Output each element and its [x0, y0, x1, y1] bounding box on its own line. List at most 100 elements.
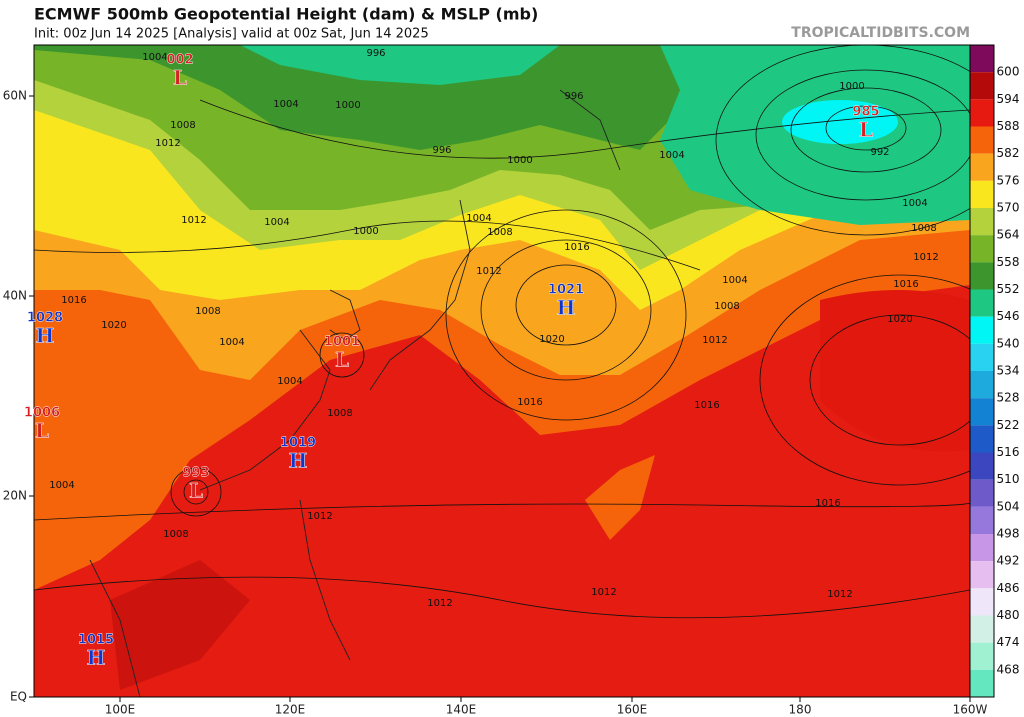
lon-label: 120E [275, 703, 306, 717]
map [33, 44, 971, 698]
colorbar-label: 564 [997, 228, 1020, 242]
isobar-label: 1004 [902, 198, 927, 209]
lat-label: 20N [3, 489, 27, 503]
subtitle: Init: 00z Jun 14 2025 [Analysis] valid a… [34, 27, 429, 42]
center-letter: L [189, 479, 203, 503]
center-letter: H [557, 296, 576, 320]
isobar-label: 1008 [911, 223, 936, 234]
lon-label: 100E [105, 703, 136, 717]
isobar-label: 1020 [887, 314, 912, 325]
colorbar-label: 552 [997, 282, 1020, 296]
colorbar-cell [970, 126, 994, 154]
center-value: 1015 [78, 633, 114, 648]
colorbar-label: 600 [997, 65, 1020, 79]
isobar-label: 1020 [539, 334, 564, 345]
title: ECMWF 500mb Geopotential Height (dam) & … [34, 5, 538, 24]
colorbar-label: 582 [997, 146, 1020, 160]
isobar-label: 1000 [353, 226, 378, 237]
colorbar-label: 504 [997, 499, 1020, 513]
isobar-label: 1016 [893, 279, 918, 290]
center-letter: L [173, 66, 187, 90]
colorbar-label: 474 [997, 635, 1020, 649]
isobar-label: 996 [366, 48, 385, 59]
isobar-label: 1008 [163, 529, 188, 540]
isobar-label: 1004 [219, 337, 244, 348]
band-552 [34, 45, 790, 150]
colorbar-cell [970, 289, 994, 317]
colorbar-label: 576 [997, 173, 1020, 187]
isobar-label: 1000 [335, 100, 360, 111]
coastlines [89, 89, 621, 697]
colorbar-label: 468 [997, 662, 1020, 676]
isobar-label: 1008 [195, 306, 220, 317]
isobar-label: 1008 [170, 120, 195, 131]
colorbar-cell [970, 371, 994, 399]
colorbar-cell [970, 45, 994, 73]
warm-patch [585, 455, 655, 540]
center-letter: L [859, 118, 873, 142]
center-value: 1001 [324, 335, 360, 350]
colorbar-cell [970, 153, 994, 181]
colorbar-label: 516 [997, 445, 1020, 459]
colorbar-label: 570 [997, 201, 1020, 215]
isobar-label: 1016 [517, 397, 542, 408]
isobar-label: 1012 [591, 587, 616, 598]
colorbar-label: 486 [997, 581, 1020, 595]
colorbar-cell [970, 208, 994, 236]
colorbar-cell [970, 534, 994, 562]
colorbar-cell [970, 669, 994, 697]
isobar-label: 1004 [264, 217, 289, 228]
watermark: TROPICALTIDBITS.COM [791, 25, 970, 41]
colorbar-cell [970, 479, 994, 507]
colorbar-label: 492 [997, 554, 1020, 568]
center-letter: H [289, 449, 308, 473]
colorbar-label: 588 [997, 119, 1020, 133]
isobar-label: 1020 [101, 320, 126, 331]
colorbar-label: 546 [997, 309, 1020, 323]
colorbar-cell [970, 262, 994, 290]
lat-label: 60N [3, 89, 27, 103]
center-letter: H [87, 646, 106, 670]
isobar-label: 1004 [466, 213, 491, 224]
center-value: 1019 [280, 436, 316, 451]
isobar-label: 1004 [142, 52, 167, 63]
center-value: 1021 [548, 283, 584, 298]
band-546-north [240, 45, 560, 85]
isobar-label: 1012 [476, 266, 501, 277]
colorbar-cell [970, 506, 994, 534]
center-letter: L [335, 348, 349, 372]
isobar-label: 1008 [714, 301, 739, 312]
center-letter: H [36, 324, 55, 348]
isobar-label: 1008 [327, 408, 352, 419]
isobar-label: 1008 [487, 227, 512, 238]
band-594 [110, 560, 250, 690]
colorbar-label: 534 [997, 364, 1020, 378]
colorbar-cell [970, 425, 994, 453]
colorbar-label: 528 [997, 391, 1020, 405]
isobar-label: 996 [432, 145, 451, 156]
colorbar-cell [970, 180, 994, 208]
isobar-label: 1012 [307, 511, 332, 522]
isobar-label: 1012 [827, 589, 852, 600]
isobar-label: 1012 [913, 252, 938, 263]
colorbar-cell [970, 316, 994, 344]
colorbar-cell [970, 642, 994, 670]
colorbar-cell [970, 398, 994, 426]
isobar-label: 1012 [181, 215, 206, 226]
lon-label: 160E [617, 703, 648, 717]
colorbar-cell [970, 452, 994, 480]
colorbar-cell [970, 72, 994, 100]
colorbar-cell [970, 588, 994, 616]
colorbar-label: 540 [997, 336, 1020, 350]
band-588-east [820, 290, 970, 452]
colorbar-label: 510 [997, 472, 1020, 486]
colorbar-cell [970, 235, 994, 263]
center-value: 1006 [24, 406, 60, 421]
colorbar-frame [969, 44, 995, 698]
height-field [34, 45, 970, 697]
colorbar-cell [970, 343, 994, 371]
center-value: 1028 [27, 311, 63, 326]
isobar-label: 1012 [702, 335, 727, 346]
lat-label: EQ [10, 690, 27, 704]
